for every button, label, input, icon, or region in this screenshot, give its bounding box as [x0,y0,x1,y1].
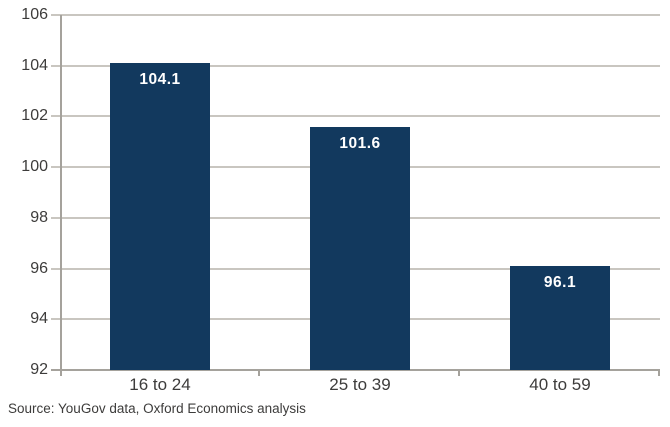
bar-40-to-59: 96.1 [510,266,610,370]
gridline [51,369,660,371]
y-tick-label: 100 [21,158,48,176]
bar-value-label: 104.1 [139,71,181,89]
bar-value-label: 101.6 [339,134,381,152]
y-tick-label: 104 [21,56,48,74]
y-tick-label: 102 [21,107,48,125]
bar-value-label: 96.1 [543,274,577,292]
gridline [51,115,660,118]
x-axis-tick [658,370,660,376]
x-category-label: 40 to 59 [529,375,591,394]
plot-area: 92 94 96 98 100 102 104 106 104.1 16 to 24 101.6 25… [21,6,660,394]
y-tick-label: 98 [30,208,48,226]
y-axis-line [60,15,62,376]
source-note: Source: YouGov data, Oxford Economics an… [8,401,306,416]
y-tick-label: 94 [30,310,48,328]
bar-16-to-24: 104.1 [110,63,210,370]
gridline [51,14,660,16]
x-category-label: 16 to 24 [129,375,191,394]
gridline [51,64,660,67]
y-tick-label: 92 [30,361,48,378]
x-axis-tick [258,370,260,376]
y-tick-label: 106 [21,6,48,23]
y-tick-label: 96 [30,259,48,277]
x-axis-tick [458,370,460,376]
x-category-label: 25 to 39 [329,375,391,394]
bar-25-to-39: 101.6 [310,126,410,370]
